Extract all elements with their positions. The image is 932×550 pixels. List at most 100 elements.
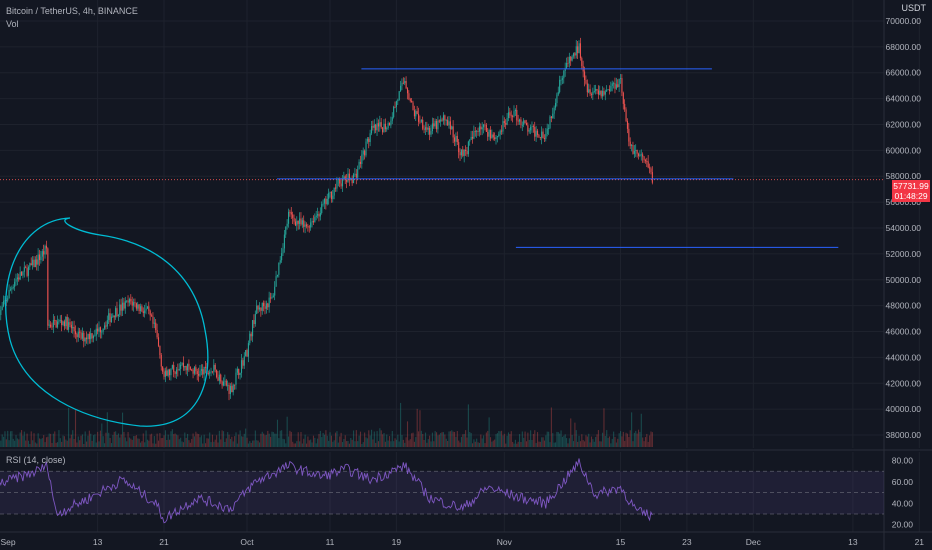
volume-bar (416, 408, 418, 447)
symbol-legend[interactable]: Bitcoin / TetherUS, 4h, BINANCE (6, 6, 138, 16)
volume-bar (599, 441, 601, 447)
candle-body (550, 116, 552, 119)
candle-body (585, 79, 587, 84)
rsi-legend[interactable]: RSI (14, close) (6, 455, 66, 465)
candle-body (441, 119, 443, 121)
volume-bar (246, 437, 248, 447)
volume-bar (142, 433, 144, 447)
candle-body (322, 203, 324, 205)
candle-body (346, 179, 348, 182)
candle-body (74, 331, 77, 335)
volume-bar (494, 439, 496, 447)
freehand-circle-drawing[interactable] (5, 217, 209, 427)
volume-bar (126, 441, 128, 447)
candle-body (94, 335, 96, 337)
volume-bar (174, 433, 176, 447)
candle-body (315, 215, 317, 218)
volume-bar (153, 436, 155, 447)
candle-body (109, 313, 111, 323)
volume-bar (256, 440, 258, 447)
volume-bar (127, 432, 129, 447)
volume-bar (355, 430, 357, 447)
candle-body (537, 130, 539, 135)
candle-body (133, 302, 135, 306)
candle-body (79, 331, 81, 333)
volume-bar (510, 431, 512, 447)
volume-bar (620, 431, 622, 447)
candle-body (80, 332, 82, 339)
candle-body (52, 320, 54, 328)
volume-bar (274, 433, 276, 447)
volume-bar (51, 442, 53, 447)
volume-bar (152, 443, 154, 447)
volume-bar (308, 440, 310, 447)
candle-body (65, 316, 67, 327)
volume-bar (81, 434, 83, 447)
candle-body (202, 369, 204, 375)
candle-body (481, 127, 483, 130)
candle-body (387, 123, 389, 129)
price-tick-label: 40000.00 (886, 404, 922, 414)
volume-bar (423, 439, 425, 447)
volume-bar (506, 435, 508, 447)
candle-body (579, 43, 581, 59)
price-tick-label: 48000.00 (886, 301, 922, 311)
volume-bar (394, 438, 396, 447)
volume-legend[interactable]: Vol (6, 19, 19, 29)
volume-bar (590, 436, 593, 447)
candle-body (294, 221, 297, 226)
candle-body (12, 286, 14, 288)
candle-body (134, 302, 136, 304)
volume-bar (393, 441, 395, 447)
volume-bar (409, 439, 411, 447)
candle-body (606, 89, 608, 92)
candle-body (191, 369, 193, 371)
candle-body (15, 279, 17, 282)
candle-body (384, 123, 386, 130)
volume-bar (405, 437, 407, 447)
volume-bar (286, 416, 288, 447)
candle-body (207, 373, 209, 374)
candle-body (73, 326, 75, 332)
candle-body (448, 121, 450, 126)
volume-bar (527, 432, 529, 447)
candle-body (181, 362, 183, 365)
volume-bar (289, 430, 291, 447)
volume-bar (109, 437, 111, 447)
volume-bar (317, 438, 319, 447)
volume-bar (144, 442, 146, 447)
volume-bar (451, 430, 453, 447)
horizontal-levels[interactable] (0, 68, 884, 248)
volume-bar (162, 437, 164, 447)
candle-body (160, 354, 162, 367)
volume-bar (245, 428, 247, 447)
candle-body (22, 271, 24, 276)
volume-bar (214, 439, 216, 447)
candle-body (115, 308, 117, 318)
candle-body (419, 121, 421, 123)
volume-bar (21, 430, 23, 447)
volume-bar (622, 431, 624, 447)
candle-body (380, 122, 382, 128)
candle-body (335, 187, 337, 189)
candle-body (608, 89, 611, 91)
volume-bar (650, 431, 652, 447)
volume-bar (202, 443, 204, 447)
volume-bar (4, 431, 6, 447)
volume-bar (247, 443, 249, 447)
volume-bar (462, 434, 464, 447)
volume-bar (281, 430, 283, 447)
candle-body (236, 368, 238, 373)
price-tick-label: 56000.00 (886, 197, 922, 207)
volume-bar (101, 423, 103, 447)
candle-body (108, 313, 110, 321)
candle-body (531, 126, 533, 127)
candle-body (246, 350, 248, 357)
volume-bar (621, 436, 623, 447)
volume-bar (44, 442, 46, 447)
candle-body (164, 370, 166, 377)
volume-bar (157, 440, 160, 447)
volume-bar (98, 441, 100, 447)
currency-label[interactable]: USDT (901, 3, 927, 13)
